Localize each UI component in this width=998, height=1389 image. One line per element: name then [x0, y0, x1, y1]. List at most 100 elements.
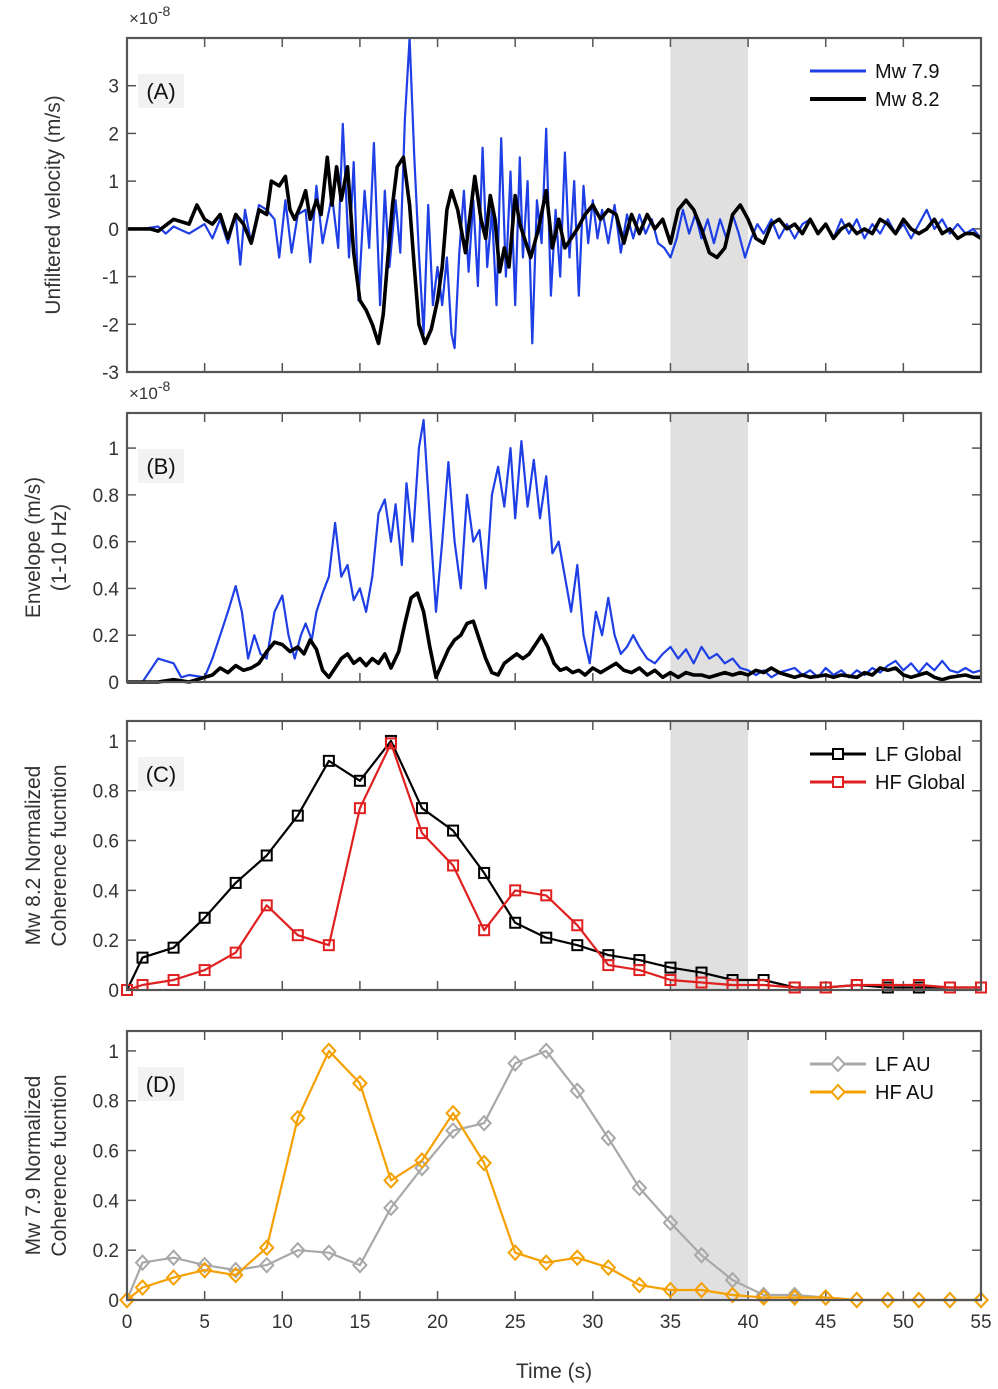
data-point-lf-au [165, 1249, 182, 1267]
x-tick-label: 50 [893, 1312, 914, 1333]
legend-label: LF AU [875, 1054, 931, 1076]
y-tick-label: 0 [108, 673, 119, 694]
data-point-lf-global [322, 754, 335, 767]
data-point-hf-au [879, 1291, 896, 1309]
legend-label: Mw 8.2 [875, 89, 939, 111]
data-point-lf-global [540, 931, 553, 944]
data-point-lf-au [507, 1054, 524, 1072]
plot-frame [125, 719, 983, 992]
panel-label-box [138, 74, 184, 108]
y-tick-label: 0.8 [93, 486, 119, 507]
y-tick-label: 0.6 [93, 533, 119, 554]
data-point-lf-global [478, 866, 491, 879]
panel-d: 00.20.40.60.810 5 10 15 20 25 30 35 40 45 50 55(D)M… [22, 1029, 992, 1333]
series-line-mw-8-2 [127, 155, 982, 346]
y-tick-label: 0 [108, 981, 119, 1002]
data-point-hf-global [384, 737, 397, 750]
data-point-hf-global [509, 884, 522, 897]
y-tick-label: 0.2 [93, 1241, 119, 1262]
data-point-hf-au [383, 1171, 399, 1189]
panel-c: 0 0.2 0.4 0.6 0.8 1 (C) Mw 8.2 Normalized Cohere… [22, 719, 987, 1002]
data-point-lf-au [569, 1082, 586, 1100]
x-tick-label: 25 [505, 1312, 526, 1333]
legend-marker [832, 748, 844, 760]
data-point-lf-au [196, 1256, 213, 1274]
data-point-hf-au [258, 1239, 275, 1257]
y-tick-label: 0.4 [93, 881, 120, 902]
data-point-hf-au [165, 1269, 182, 1287]
data-point-hf-global [571, 919, 584, 932]
panel-label: (C) [146, 762, 177, 787]
data-point-lf-au [383, 1199, 399, 1217]
data-point-lf-au [258, 1256, 275, 1274]
data-point-hf-global [664, 974, 677, 987]
data-point-hf-au [631, 1276, 648, 1294]
data-point-lf-au [538, 1042, 555, 1060]
y-tick-label: -3 [102, 363, 119, 384]
y-axis-label: Envelope (m/s) [22, 477, 45, 618]
data-point-hf-au [724, 1286, 741, 1304]
x-tick-label: 10 [272, 1312, 293, 1333]
data-point-lf-global [167, 941, 180, 954]
x-tick-label: 20 [427, 1312, 448, 1333]
y-tick-label: 2 [108, 124, 119, 145]
legend-label: HF Global [875, 772, 965, 794]
data-point-lf-global [291, 809, 304, 822]
y-axis-label-line2: Coherence fucntion [48, 1074, 71, 1256]
series-line-hf-global [126, 742, 981, 992]
y-multiplier-exponent: -8 [158, 3, 171, 19]
data-point-hf-au [320, 1042, 337, 1060]
x-tick-label: 40 [738, 1312, 759, 1333]
data-point-hf-au [569, 1249, 586, 1267]
data-point-lf-au [289, 1241, 306, 1259]
data-point-lf-global [571, 939, 584, 952]
series-line-mw-7-9 [127, 36, 982, 350]
data-point-hf-global [322, 939, 335, 952]
data-point-lf-au [476, 1114, 492, 1132]
data-point-hf-global [447, 859, 460, 872]
data-point-hf-au [911, 1291, 927, 1309]
legend-marker [832, 776, 844, 788]
data-point-lf-au [227, 1261, 244, 1279]
data-point-hf-au [476, 1154, 492, 1172]
data-point-hf-global [353, 802, 366, 815]
data-point-hf-global [167, 974, 180, 987]
data-point-hf-au [414, 1152, 430, 1169]
y-tick-label: 0.8 [93, 782, 119, 803]
legend-marker [830, 1055, 846, 1073]
shaded-time-window [670, 1031, 749, 1300]
y-tick-label: 3 [108, 77, 119, 98]
x-tick-label: 30 [582, 1312, 603, 1333]
legend-label: LF Global [875, 744, 962, 766]
shaded-time-window [670, 413, 749, 682]
data-point-hf-global [819, 981, 832, 994]
data-point-hf-au [693, 1281, 710, 1299]
y-tick-label: 1 [108, 439, 119, 460]
data-point-hf-global [478, 924, 491, 937]
data-point-lf-global [198, 911, 211, 924]
data-point-lf-au [414, 1159, 430, 1177]
plot-frame [125, 36, 983, 374]
panel-label-box [138, 1067, 184, 1101]
data-point-lf-au [755, 1286, 772, 1304]
y-tick-label: 1 [108, 172, 119, 193]
x-tick-label: 15 [349, 1312, 370, 1333]
data-point-hf-au [973, 1291, 989, 1309]
y-tick-label: 0.4 [93, 1191, 120, 1212]
data-point-lf-global [664, 961, 677, 974]
data-point-hf-au [755, 1289, 772, 1306]
y-multiplier: ×10-8 [129, 378, 171, 403]
data-point-lf-au [693, 1246, 710, 1264]
y-tick-label: 0 [108, 220, 119, 241]
y-tick-label: 0.8 [93, 1092, 119, 1113]
data-point-lf-au [134, 1254, 151, 1272]
panel-label: (B) [146, 454, 175, 479]
legend-marker [830, 1083, 846, 1101]
data-point-hf-global [540, 889, 553, 902]
y-axis-label-line2: (1-10 Hz) [48, 504, 71, 592]
y-tick-label: -2 [102, 315, 119, 336]
y-axis-label: Mw 7.9 Normalized [22, 1076, 45, 1256]
x-tick-label: 0 [122, 1312, 133, 1333]
data-point-hf-au [600, 1259, 617, 1277]
data-point-lf-global [416, 802, 429, 815]
